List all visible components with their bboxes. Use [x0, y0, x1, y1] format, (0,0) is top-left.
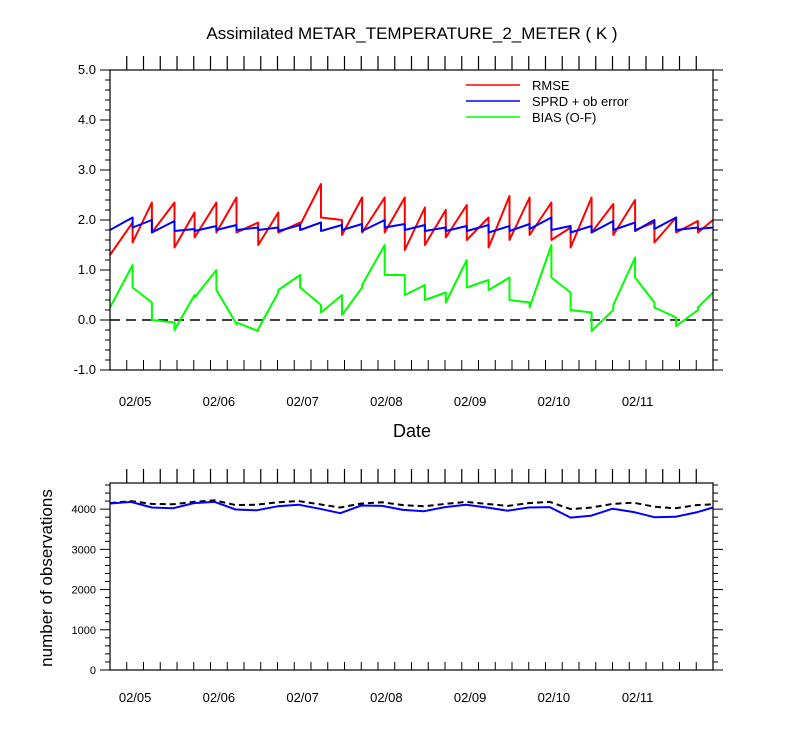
bottom-y-tick-labels: 0 1000 2000 3000 4000	[72, 504, 96, 677]
series-line-bias-o-f	[109, 244, 714, 332]
y-tick-label: 0	[90, 665, 96, 677]
x-tick-label: 02/05	[119, 394, 152, 409]
x-tick-label: 02/11	[622, 394, 654, 409]
x-tick-label: 02/05	[119, 690, 152, 705]
y-tick-label: 3000	[72, 544, 96, 556]
top-y-tick-labels: -1.0 0.0 1.0 2.0 3.0 4.0 5.0	[74, 62, 96, 377]
bottom-tick-marks	[100, 469, 723, 671]
top-chart: Assimilated METAR_TEMPERATURE_2_METER ( …	[74, 24, 723, 441]
chart-title: Assimilated METAR_TEMPERATURE_2_METER ( …	[206, 24, 617, 43]
y-tick-label: 4.0	[78, 112, 96, 127]
x-tick-label: 02/08	[370, 690, 403, 705]
y-tick-label: 1000	[72, 625, 96, 637]
series-line-sprd-ob-error	[109, 216, 714, 234]
bottom-series-group	[109, 499, 714, 519]
y-tick-label: 2000	[72, 585, 96, 597]
x-tick-label: 02/07	[286, 394, 319, 409]
x-tick-label: 02/06	[203, 394, 236, 409]
y-tick-label: 0.0	[78, 312, 96, 327]
legend-label: SPRD + ob error	[532, 94, 629, 109]
x-tick-label: 02/07	[286, 690, 319, 705]
series-line-rmse	[109, 183, 714, 256]
series-line-possible-observations	[109, 499, 714, 511]
y-tick-label: 5.0	[78, 62, 96, 77]
x-tick-label: 02/08	[370, 394, 403, 409]
bottom-plot-frame	[109, 482, 714, 671]
y-axis-label-observations: number of observations	[37, 489, 56, 667]
top-plot-frame	[109, 69, 714, 371]
top-x-tick-labels: 02/05 02/06 02/07 02/08 02/09 02/10 02/11	[119, 394, 654, 409]
series-line-assimilated-observations	[109, 500, 714, 519]
x-tick-label: 02/09	[454, 690, 487, 705]
y-tick-label: -1.0	[74, 362, 96, 377]
bottom-x-tick-labels: 02/05 02/06 02/07 02/08 02/09 02/10 02/11	[119, 690, 654, 705]
x-tick-label: 02/10	[538, 690, 571, 705]
legend-label: RMSE	[532, 78, 570, 93]
y-tick-label: 1.0	[78, 262, 96, 277]
top-tick-marks	[100, 56, 723, 371]
y-tick-label: 2.0	[78, 212, 96, 227]
x-tick-label: 02/10	[538, 394, 571, 409]
x-tick-label: 02/11	[622, 690, 654, 705]
x-axis-label: Date	[393, 421, 431, 441]
legend-label: BIAS (O-F)	[532, 110, 596, 125]
x-tick-label: 02/06	[203, 690, 236, 705]
y-tick-label: 3.0	[78, 162, 96, 177]
x-tick-label: 02/09	[454, 394, 487, 409]
y-tick-label: 4000	[72, 504, 96, 516]
top-series-group	[109, 183, 714, 332]
